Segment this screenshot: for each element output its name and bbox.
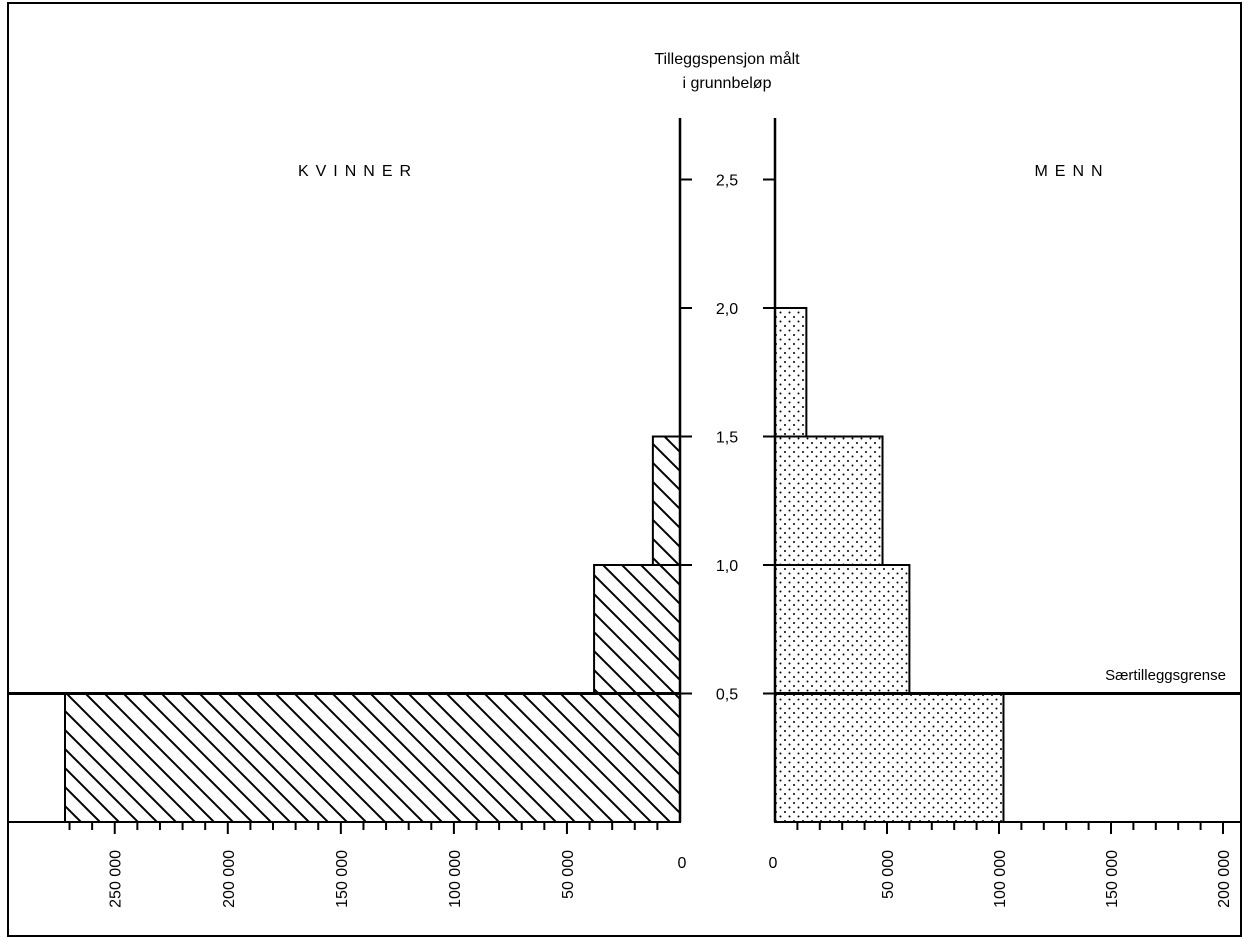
y-axis-title-line-2: i grunnbeløp bbox=[683, 75, 772, 92]
menn-bar-2 bbox=[774, 435, 884, 566]
threshold-label: Særtilleggsgrense bbox=[1105, 667, 1226, 684]
chart-frame bbox=[7, 2, 1242, 937]
x-zero-label-left: 0 bbox=[678, 855, 687, 872]
menn-bar-1 bbox=[774, 564, 911, 695]
x-tick-label-right: 100 000 bbox=[992, 850, 1009, 908]
kvinner-bar-1 bbox=[593, 564, 681, 695]
y-tick-label: 1,0 bbox=[716, 558, 738, 575]
y-tick-label: 1,5 bbox=[716, 430, 738, 447]
x-tick-label-left: 50 000 bbox=[560, 850, 577, 899]
x-zero-label-right: 0 bbox=[769, 855, 778, 872]
x-tick-label-left: 150 000 bbox=[334, 850, 351, 908]
x-tick-label-left: 100 000 bbox=[447, 850, 464, 908]
kvinner-bars bbox=[64, 435, 682, 823]
x-tick-label-right: 50 000 bbox=[880, 850, 897, 899]
left-group-label: KVINNER bbox=[298, 163, 418, 180]
x-tick-label-left: 200 000 bbox=[221, 850, 238, 908]
y-tick-label: 2,5 bbox=[716, 173, 738, 190]
x-tick-label-left: 250 000 bbox=[108, 850, 125, 908]
y-tick-label: 0,5 bbox=[716, 687, 738, 704]
menn-bars bbox=[774, 307, 1005, 823]
right-group-label: MENN bbox=[1034, 163, 1109, 180]
menn-bar-0 bbox=[774, 692, 1005, 823]
menn-bar-3 bbox=[774, 307, 808, 438]
x-tick-label-right: 200 000 bbox=[1216, 850, 1233, 908]
x-ticks: 0 0 50 000 100 000 150 000 200 000 250 000 50 0… bbox=[68, 822, 1233, 908]
y-axis-title-line-1: Tilleggspensjon målt bbox=[654, 50, 800, 68]
kvinner-bar-0 bbox=[64, 692, 681, 823]
y-ticks: 0,5 1,0 1,5 2,0 2,5 bbox=[680, 173, 775, 704]
x-tick-label-right: 150 000 bbox=[1104, 850, 1121, 908]
kvinner-bar-2 bbox=[651, 435, 682, 566]
y-tick-label: 2,0 bbox=[716, 301, 738, 318]
